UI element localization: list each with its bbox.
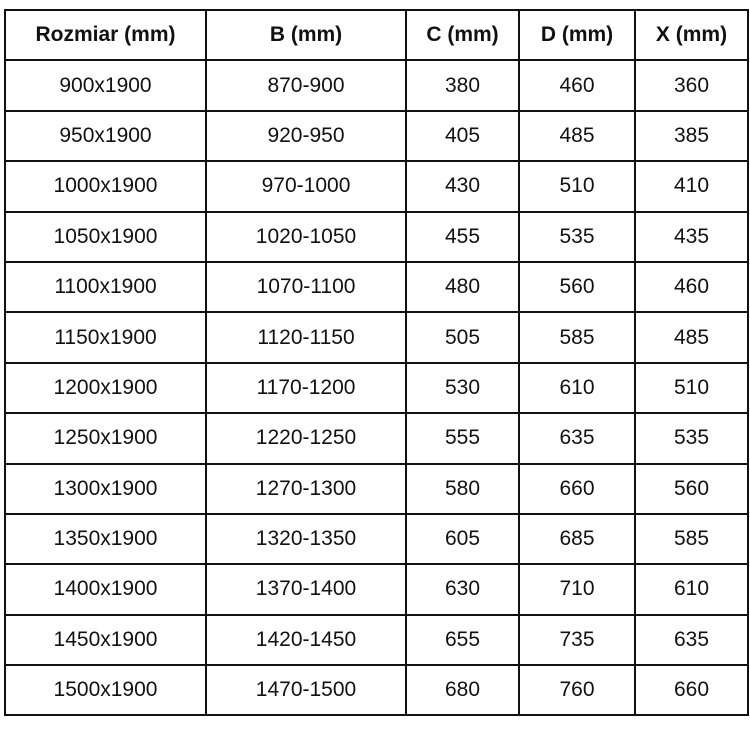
cell-d: 460 bbox=[518, 59, 636, 112]
cell-x: 585 bbox=[634, 512, 749, 566]
cell-x: 660 bbox=[634, 664, 749, 717]
cell-d: 760 bbox=[518, 664, 636, 717]
cell-rozmiar: 1350x1900 bbox=[4, 512, 207, 566]
cell-rozmiar: 1100x1900 bbox=[4, 260, 207, 314]
cell-d: 735 bbox=[518, 613, 636, 667]
cell-d: 610 bbox=[518, 361, 636, 415]
table-row: 1100x1900 1070-1100 480 560 460 bbox=[4, 260, 749, 314]
cell-c: 605 bbox=[405, 512, 520, 566]
cell-d: 710 bbox=[518, 563, 636, 616]
cell-b: 1020-1050 bbox=[205, 210, 407, 263]
cell-c: 530 bbox=[405, 361, 520, 415]
cell-rozmiar: 1450x1900 bbox=[4, 613, 207, 667]
cell-d: 560 bbox=[518, 260, 636, 314]
cell-b: 1120-1150 bbox=[205, 311, 407, 364]
cell-rozmiar: 1500x1900 bbox=[4, 664, 207, 717]
cell-c: 555 bbox=[405, 412, 520, 465]
cell-x: 360 bbox=[634, 59, 749, 112]
cell-rozmiar: 1400x1900 bbox=[4, 563, 207, 616]
header-d: D (mm) bbox=[518, 8, 636, 62]
cell-c: 680 bbox=[405, 664, 520, 717]
cell-b: 970-1000 bbox=[205, 160, 407, 213]
cell-c: 480 bbox=[405, 260, 520, 314]
cell-b: 1270-1300 bbox=[205, 462, 407, 515]
header-b: B (mm) bbox=[205, 8, 407, 62]
cell-d: 660 bbox=[518, 462, 636, 515]
cell-d: 535 bbox=[518, 210, 636, 263]
cell-c: 655 bbox=[405, 613, 520, 667]
cell-c: 430 bbox=[405, 160, 520, 213]
table-row: 1350x1900 1320-1350 605 685 585 bbox=[4, 512, 749, 566]
cell-x: 560 bbox=[634, 462, 749, 515]
table-row: 1000x1900 970-1000 430 510 410 bbox=[4, 160, 749, 213]
cell-c: 455 bbox=[405, 210, 520, 263]
cell-rozmiar: 1050x1900 bbox=[4, 210, 207, 263]
cell-d: 485 bbox=[518, 109, 636, 163]
header-c: C (mm) bbox=[405, 8, 520, 62]
cell-b: 1320-1350 bbox=[205, 512, 407, 566]
table-row: 1250x1900 1220-1250 555 635 535 bbox=[4, 412, 749, 465]
cell-x: 385 bbox=[634, 109, 749, 163]
table-row: 1200x1900 1170-1200 530 610 510 bbox=[4, 361, 749, 415]
cell-b: 1420-1450 bbox=[205, 613, 407, 667]
table-row: 1500x1900 1470-1500 680 760 660 bbox=[4, 664, 749, 717]
cell-b: 1470-1500 bbox=[205, 664, 407, 717]
cell-c: 380 bbox=[405, 59, 520, 112]
table-row: 950x1900 920-950 405 485 385 bbox=[4, 109, 749, 163]
cell-rozmiar: 1000x1900 bbox=[4, 160, 207, 213]
table-row: 1400x1900 1370-1400 630 710 610 bbox=[4, 563, 749, 616]
cell-d: 685 bbox=[518, 512, 636, 566]
cell-x: 510 bbox=[634, 361, 749, 415]
table-row: 900x1900 870-900 380 460 360 bbox=[4, 59, 749, 112]
cell-x: 610 bbox=[634, 563, 749, 616]
header-row: Rozmiar (mm) B (mm) C (mm) D (mm) X (mm) bbox=[4, 8, 749, 62]
header-x: X (mm) bbox=[634, 8, 749, 62]
cell-b: 1220-1250 bbox=[205, 412, 407, 465]
cell-d: 510 bbox=[518, 160, 636, 213]
dimensions-table: Rozmiar (mm) B (mm) C (mm) D (mm) X (mm)… bbox=[4, 8, 749, 717]
table-row: 1300x1900 1270-1300 580 660 560 bbox=[4, 462, 749, 515]
cell-x: 535 bbox=[634, 412, 749, 465]
cell-x: 435 bbox=[634, 210, 749, 263]
table-row: 1150x1900 1120-1150 505 585 485 bbox=[4, 311, 749, 364]
cell-b: 870-900 bbox=[205, 59, 407, 112]
cell-b: 1070-1100 bbox=[205, 260, 407, 314]
table-row: 1050x1900 1020-1050 455 535 435 bbox=[4, 210, 749, 263]
cell-d: 585 bbox=[518, 311, 636, 364]
header-rozmiar: Rozmiar (mm) bbox=[4, 8, 207, 62]
cell-x: 410 bbox=[634, 160, 749, 213]
cell-b: 1170-1200 bbox=[205, 361, 407, 415]
cell-rozmiar: 900x1900 bbox=[4, 59, 207, 112]
cell-x: 635 bbox=[634, 613, 749, 667]
cell-x: 485 bbox=[634, 311, 749, 364]
cell-rozmiar: 1200x1900 bbox=[4, 361, 207, 415]
cell-d: 635 bbox=[518, 412, 636, 465]
cell-x: 460 bbox=[634, 260, 749, 314]
cell-rozmiar: 950x1900 bbox=[4, 109, 207, 163]
cell-c: 505 bbox=[405, 311, 520, 364]
cell-b: 1370-1400 bbox=[205, 563, 407, 616]
cell-rozmiar: 1150x1900 bbox=[4, 311, 207, 364]
cell-b: 920-950 bbox=[205, 109, 407, 163]
table-row: 1450x1900 1420-1450 655 735 635 bbox=[4, 613, 749, 667]
cell-c: 580 bbox=[405, 462, 520, 515]
cell-rozmiar: 1300x1900 bbox=[4, 462, 207, 515]
cell-rozmiar: 1250x1900 bbox=[4, 412, 207, 465]
cell-c: 630 bbox=[405, 563, 520, 616]
cell-c: 405 bbox=[405, 109, 520, 163]
